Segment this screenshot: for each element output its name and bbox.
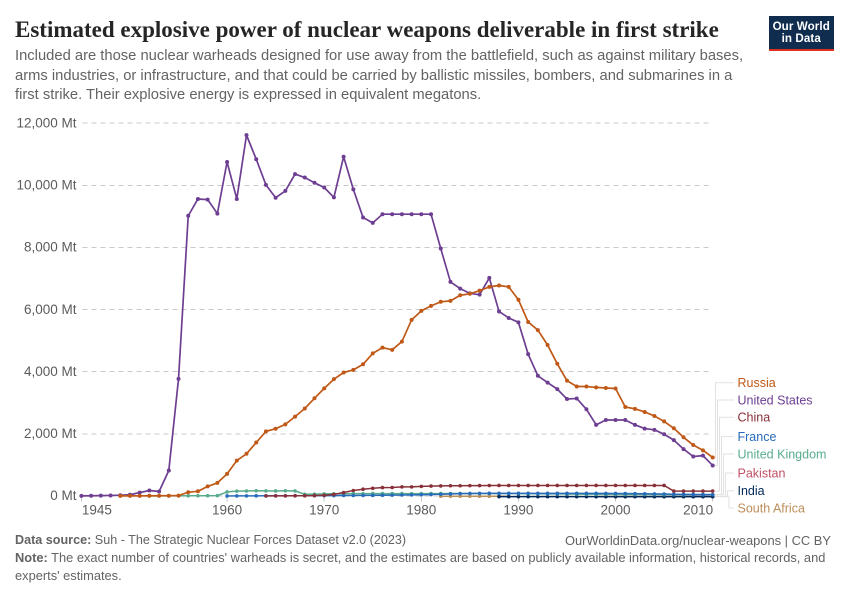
svg-text:4,000 Mt: 4,000 Mt bbox=[24, 364, 77, 379]
svg-text:0 Mt: 0 Mt bbox=[50, 488, 77, 503]
svg-text:South Africa: South Africa bbox=[738, 501, 805, 515]
svg-text:India: India bbox=[738, 484, 765, 498]
svg-text:8,000 Mt: 8,000 Mt bbox=[24, 240, 77, 255]
svg-text:France: France bbox=[738, 430, 777, 444]
svg-text:China: China bbox=[738, 411, 771, 425]
svg-text:2010: 2010 bbox=[683, 503, 713, 518]
svg-text:United Kingdom: United Kingdom bbox=[738, 447, 827, 461]
svg-text:1960: 1960 bbox=[212, 503, 242, 518]
svg-text:10,000 Mt: 10,000 Mt bbox=[16, 178, 76, 193]
svg-text:2000: 2000 bbox=[601, 503, 631, 518]
svg-text:1980: 1980 bbox=[406, 503, 436, 518]
svg-text:Pakistan: Pakistan bbox=[738, 466, 786, 480]
svg-text:United States: United States bbox=[738, 393, 813, 407]
svg-text:1990: 1990 bbox=[503, 503, 533, 518]
svg-text:Russia: Russia bbox=[738, 376, 776, 390]
svg-text:6,000 Mt: 6,000 Mt bbox=[24, 302, 77, 317]
svg-text:1945: 1945 bbox=[82, 503, 112, 518]
svg-text:12,000 Mt: 12,000 Mt bbox=[16, 115, 76, 130]
svg-text:1970: 1970 bbox=[309, 503, 339, 518]
svg-text:2,000 Mt: 2,000 Mt bbox=[24, 426, 77, 441]
